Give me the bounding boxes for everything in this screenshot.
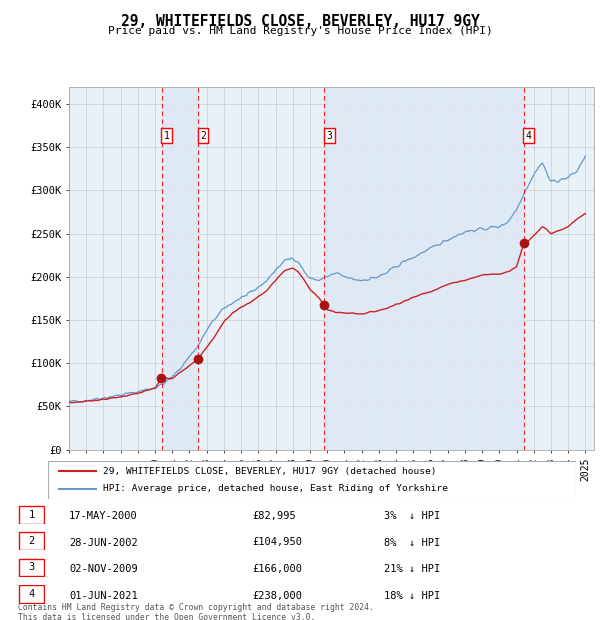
FancyBboxPatch shape [19, 532, 44, 550]
Text: 3: 3 [326, 131, 332, 141]
Bar [161, 87, 198, 450]
Text: 28-JUN-2002: 28-JUN-2002 [69, 538, 138, 547]
Text: 3: 3 [28, 562, 35, 572]
Text: 18% ↓ HPI: 18% ↓ HPI [384, 591, 440, 601]
Text: £82,995: £82,995 [252, 512, 296, 521]
Text: 29, WHITEFIELDS CLOSE, BEVERLEY, HU17 9GY (detached house): 29, WHITEFIELDS CLOSE, BEVERLEY, HU17 9G… [103, 466, 437, 476]
Bar [325, 87, 524, 450]
Text: £166,000: £166,000 [252, 564, 302, 574]
Text: Contains HM Land Registry data © Crown copyright and database right 2024.
This d: Contains HM Land Registry data © Crown c… [18, 603, 374, 620]
Text: 21% ↓ HPI: 21% ↓ HPI [384, 564, 440, 574]
Text: 17-MAY-2000: 17-MAY-2000 [69, 512, 138, 521]
Text: Price paid vs. HM Land Registry's House Price Index (HPI): Price paid vs. HM Land Registry's House … [107, 26, 493, 36]
Text: 8%  ↓ HPI: 8% ↓ HPI [384, 538, 440, 547]
Text: 1: 1 [164, 131, 170, 141]
Text: 4: 4 [526, 131, 532, 141]
Text: 3%  ↓ HPI: 3% ↓ HPI [384, 512, 440, 521]
FancyBboxPatch shape [19, 559, 44, 577]
Text: £104,950: £104,950 [252, 538, 302, 547]
Text: 02-NOV-2009: 02-NOV-2009 [69, 564, 138, 574]
Text: 01-JUN-2021: 01-JUN-2021 [69, 591, 138, 601]
FancyBboxPatch shape [48, 461, 576, 499]
Text: 1: 1 [28, 510, 35, 520]
Text: £238,000: £238,000 [252, 591, 302, 601]
Text: 2: 2 [28, 536, 35, 546]
Text: HPI: Average price, detached house, East Riding of Yorkshire: HPI: Average price, detached house, East… [103, 484, 448, 494]
Text: 4: 4 [28, 589, 35, 599]
FancyBboxPatch shape [19, 506, 44, 524]
FancyBboxPatch shape [19, 585, 44, 603]
Text: 2: 2 [200, 131, 206, 141]
Text: 29, WHITEFIELDS CLOSE, BEVERLEY, HU17 9GY: 29, WHITEFIELDS CLOSE, BEVERLEY, HU17 9G… [121, 14, 479, 29]
